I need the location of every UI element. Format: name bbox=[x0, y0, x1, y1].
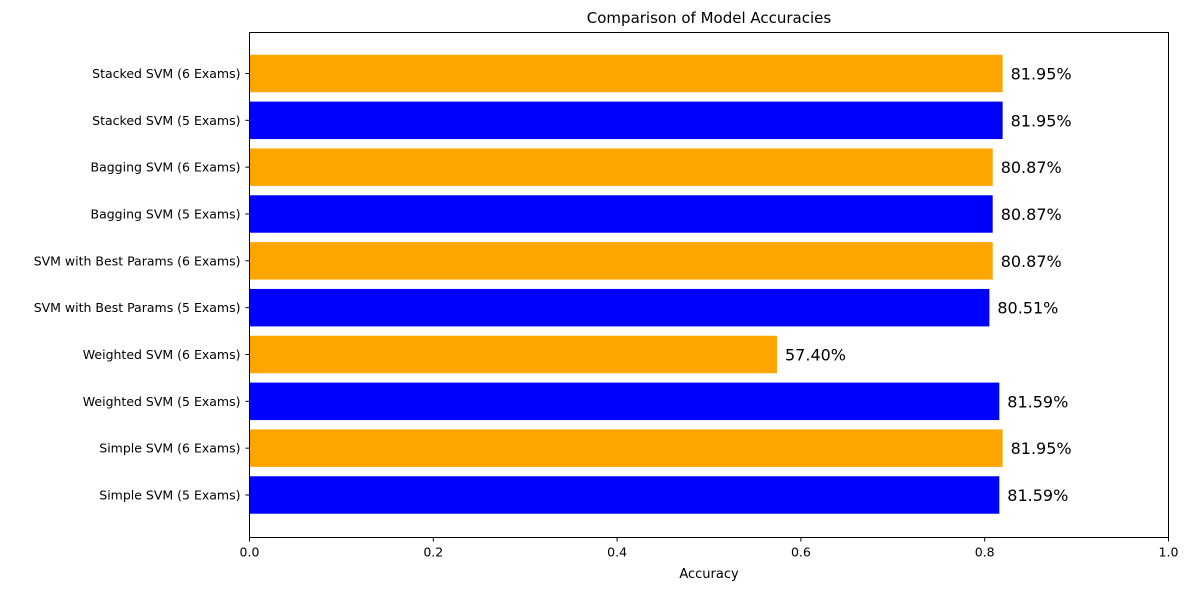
plot-frame bbox=[249, 32, 1169, 538]
bar-value-label: 81.95% bbox=[1011, 65, 1072, 84]
x-tick-label: 0.6 bbox=[791, 545, 811, 560]
y-tick-label: Simple SVM (6 Exams) bbox=[99, 441, 240, 456]
bars-layer: 81.59% 81.95% 81.59% 57.40% 80.51% 80.87% 80.8… bbox=[249, 54, 1072, 514]
bar-4 bbox=[249, 288, 990, 327]
y-tick-label: Stacked SVM (5 Exams) bbox=[92, 113, 240, 128]
y-tick-labels: Simple SVM (5 Exams) Simple SVM (6 Exams)… bbox=[34, 66, 250, 503]
x-tick-label: 0.2 bbox=[423, 545, 443, 560]
bar-value-label: 80.87% bbox=[1001, 205, 1062, 224]
bar-value-label: 80.87% bbox=[1001, 158, 1062, 177]
y-tick-label: SVM with Best Params (5 Exams) bbox=[34, 300, 241, 315]
y-tick-label: Bagging SVM (5 Exams) bbox=[91, 207, 241, 222]
bar-7 bbox=[249, 148, 993, 186]
bar-3 bbox=[249, 335, 778, 374]
bar-0 bbox=[249, 476, 1000, 514]
bar-value-label: 57.40% bbox=[785, 346, 846, 365]
x-tick-label: 1.0 bbox=[1159, 545, 1179, 560]
bar-value-label: 80.87% bbox=[1001, 252, 1062, 271]
bar-9 bbox=[249, 54, 1003, 93]
y-tick-label: Weighted SVM (5 Exams) bbox=[83, 394, 241, 409]
bar-value-label: 81.95% bbox=[1011, 111, 1072, 130]
bar-2 bbox=[249, 382, 1000, 421]
y-tick-label: Stacked SVM (6 Exams) bbox=[92, 66, 240, 81]
bar-6 bbox=[249, 195, 993, 233]
bar-8 bbox=[249, 101, 1003, 140]
bar-1 bbox=[249, 429, 1003, 467]
x-tick-label: 0.4 bbox=[607, 545, 627, 560]
y-tick-label: Weighted SVM (6 Exams) bbox=[83, 347, 241, 362]
x-axis-ticks: 0.0 0.2 0.4 0.6 0.8 1.0 bbox=[240, 537, 1179, 560]
x-axis-label: Accuracy bbox=[679, 567, 739, 582]
y-tick-label: Simple SVM (5 Exams) bbox=[99, 488, 240, 503]
bar-value-label: 81.59% bbox=[1007, 392, 1068, 411]
x-tick-label: 0.0 bbox=[240, 545, 260, 560]
y-tick-label: SVM with Best Params (6 Exams) bbox=[34, 253, 241, 268]
bar-5 bbox=[249, 242, 993, 280]
chart-title: Comparison of Model Accuracies bbox=[587, 9, 832, 27]
x-tick-label: 0.8 bbox=[975, 545, 995, 560]
bar-value-label: 80.51% bbox=[997, 299, 1058, 318]
bar-value-label: 81.59% bbox=[1007, 486, 1068, 505]
y-tick-label: Bagging SVM (6 Exams) bbox=[91, 160, 241, 175]
bar-value-label: 81.95% bbox=[1011, 439, 1072, 458]
